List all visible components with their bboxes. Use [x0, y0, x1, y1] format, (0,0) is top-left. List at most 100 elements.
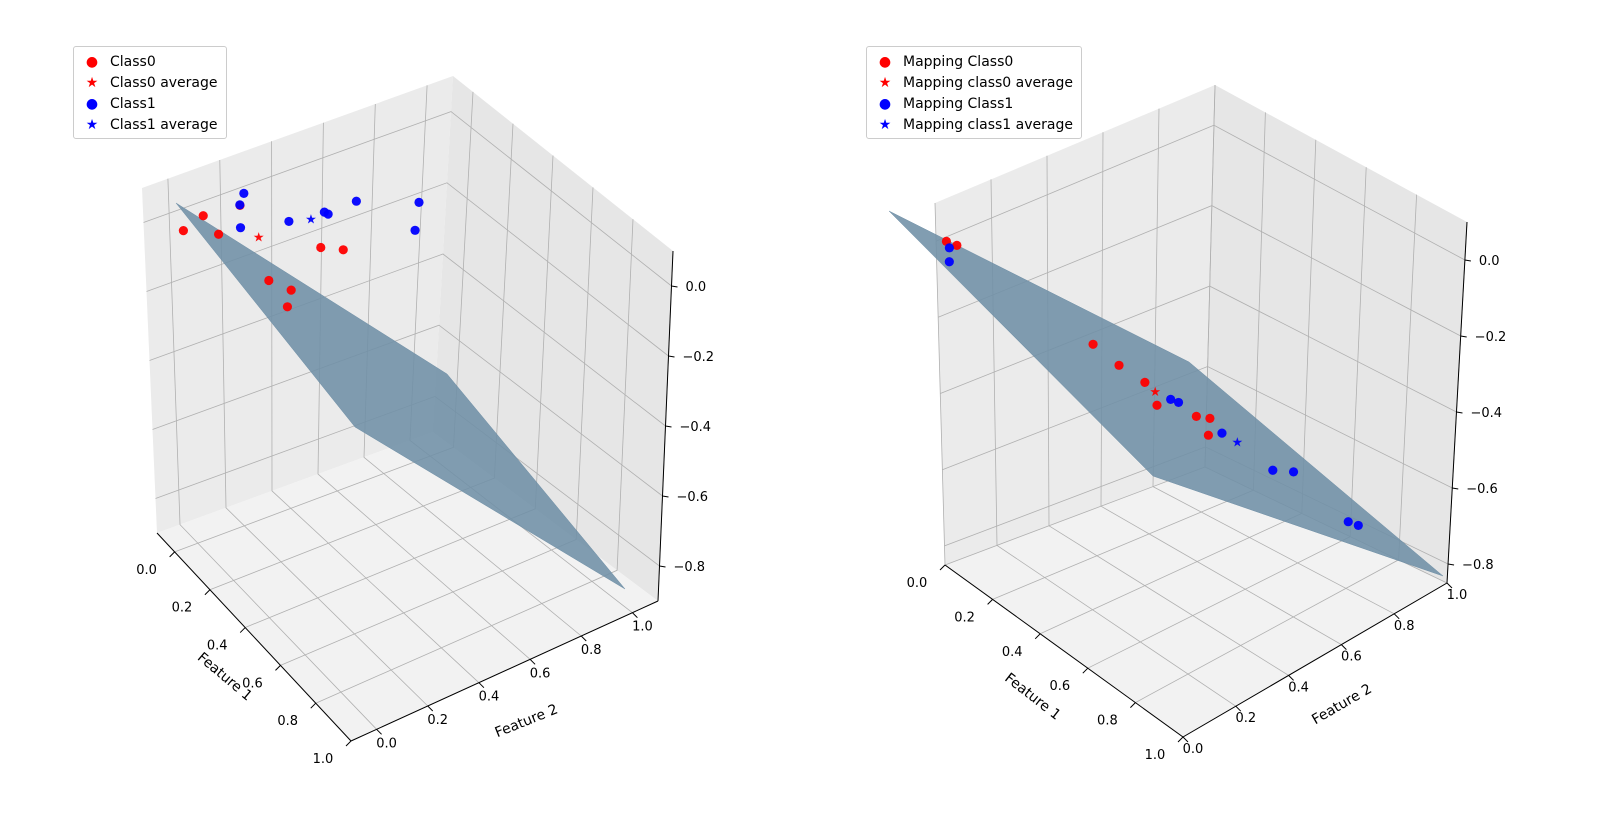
star-marker: ★	[305, 212, 317, 227]
y-tick	[529, 658, 536, 665]
data-point	[1114, 360, 1124, 370]
legend-entry-class0: ● Class0	[84, 51, 218, 72]
y-gridline	[271, 141, 480, 683]
y-tick	[1182, 736, 1189, 743]
legend-label: Mapping class1 average	[903, 116, 1073, 133]
data-point	[944, 257, 954, 267]
z-tick	[665, 425, 672, 428]
data-point	[1217, 428, 1227, 438]
data-point	[1268, 465, 1278, 475]
star-marker: ★	[1149, 385, 1161, 400]
y-tick-label: 0.4	[1288, 680, 1309, 695]
y-tick	[1341, 644, 1347, 650]
data-point	[1152, 400, 1162, 410]
data-point	[1191, 411, 1201, 421]
data-point	[213, 229, 224, 239]
x-tick	[1130, 702, 1136, 708]
data-point	[284, 216, 294, 227]
data-point	[1088, 339, 1098, 349]
y-tick-label: 0.4	[479, 690, 500, 705]
red-star-marker-icon: ★	[85, 74, 99, 91]
y-tick	[1288, 675, 1294, 681]
z-tick	[1452, 487, 1459, 490]
z-tick-label: −0.6	[677, 490, 709, 505]
y-gridline	[317, 122, 531, 660]
y-tick-label: 0.2	[1235, 711, 1256, 726]
right-legend: ● Mapping Class0 ★ Mapping class0 averag…	[866, 46, 1082, 139]
x-tick	[310, 702, 317, 709]
y-tick-label: 0.2	[427, 713, 448, 728]
y-gridline	[1100, 132, 1342, 645]
x-tick-label: 0.2	[954, 610, 975, 625]
data-point	[1288, 467, 1299, 477]
left-legend: ● Class0 ★ Class0 average ● Class1 ★ Cla…	[73, 46, 227, 139]
z-tick-label: −0.4	[1470, 406, 1502, 421]
data-point	[414, 197, 424, 207]
y-tick	[580, 635, 587, 642]
legend-label: Mapping class0 average	[903, 74, 1073, 91]
data-point	[338, 245, 348, 255]
legend-label: Mapping Class1	[903, 95, 1014, 112]
legend-entry-mapping-class1-average: ★ Mapping class1 average	[877, 114, 1073, 135]
data-point	[952, 240, 962, 251]
y-gridline	[1152, 108, 1395, 615]
x-tick-label: 0.0	[907, 576, 928, 591]
x-tick-label: 0.8	[277, 714, 298, 729]
x-tick	[1082, 667, 1089, 674]
legend-entry-mapping-class0-average: ★ Mapping class0 average	[877, 72, 1073, 93]
z-tick	[668, 355, 675, 358]
legend-entry-mapping-class1: ● Mapping Class1	[877, 93, 1073, 114]
legend-entry-mapping-class0: ● Mapping Class0	[877, 51, 1073, 72]
legend-entry-class1: ● Class1	[84, 93, 218, 114]
x-tick	[275, 665, 281, 671]
floor-pane	[945, 467, 1447, 737]
y-tick-label: 1.0	[1447, 588, 1468, 603]
z-tick	[1447, 563, 1455, 566]
data-point	[264, 275, 274, 286]
y-tick-label: 0.0	[1183, 742, 1204, 757]
z-tick	[1456, 411, 1463, 414]
red-circle-marker-icon: ●	[878, 53, 892, 70]
data-point	[282, 302, 293, 312]
z-gridline	[149, 253, 666, 427]
y-tick	[478, 682, 485, 689]
data-point	[239, 188, 249, 198]
x-tick	[987, 599, 993, 605]
y-tick-label: 0.8	[1394, 619, 1415, 634]
y-axis-label: Feature 2	[493, 701, 560, 741]
y-gridline	[219, 159, 429, 707]
data-point	[286, 285, 296, 295]
x-tick-label: 0.6	[1049, 679, 1070, 694]
data-point	[1173, 397, 1184, 408]
z-gridline	[935, 124, 1466, 261]
star-marker: ★	[1231, 436, 1243, 451]
z-tick	[1464, 259, 1471, 262]
data-point	[1166, 394, 1176, 404]
z-tick	[1460, 335, 1467, 338]
z-gridline	[938, 205, 1461, 337]
z-tick-label: 0.0	[1479, 254, 1500, 269]
data-point	[235, 200, 245, 210]
z-tick-label: −0.2	[683, 350, 715, 365]
x-tick-label: 0.4	[1002, 645, 1023, 660]
legend-label: Class0	[110, 53, 156, 70]
z-tick-label: −0.8	[674, 560, 706, 575]
x-axis-line	[156, 532, 352, 742]
x-tick-label: 0.0	[136, 563, 157, 578]
x-tick	[345, 740, 352, 747]
y-tick	[427, 705, 434, 712]
red-circle-marker-icon: ●	[85, 53, 99, 70]
legend-label: Class1	[110, 95, 156, 112]
x-tick-label: 0.8	[1097, 714, 1118, 729]
left-3d-plot: 0.0 0.2 0.4 0.6 0.8 1.0 0.0 0.2 0.4 0.6 0.8 1.0 0.0 −…	[136, 76, 714, 767]
blue-star-marker-icon: ★	[878, 116, 892, 133]
z-tick-label: −0.6	[1466, 482, 1498, 497]
y-axis-line	[350, 600, 659, 742]
legend-label: Class0 average	[110, 74, 218, 91]
z-tick	[659, 565, 666, 568]
y-tick-label: 1.0	[632, 620, 653, 635]
decision-plane	[888, 210, 1444, 577]
z-gridline	[152, 324, 663, 497]
z-tick-label: −0.4	[680, 420, 712, 435]
y-tick	[1235, 705, 1242, 712]
